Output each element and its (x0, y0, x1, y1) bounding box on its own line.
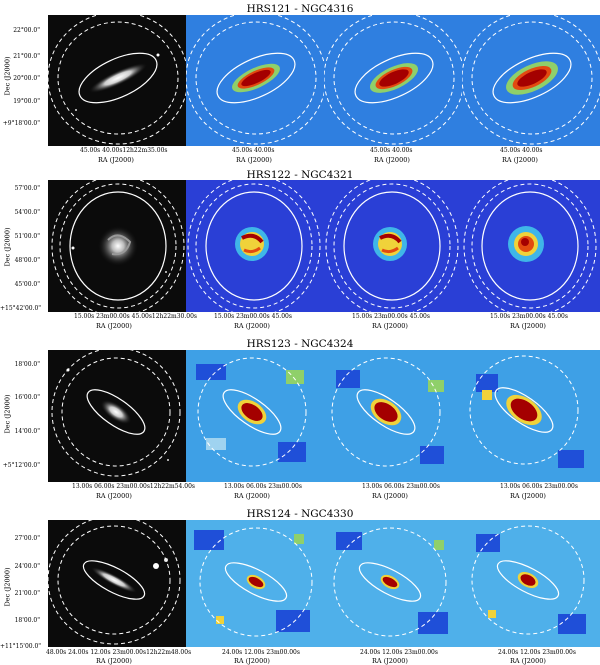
x-tick-labels: 15.00s 23m00.00s 45.00s (214, 313, 292, 320)
row-title: HRS124 - NGC4330 (246, 508, 354, 520)
x-tick-labels: 24.00s 12.00s 23m00.00s (222, 649, 300, 656)
y-tick: 54'00.0" (14, 209, 40, 216)
far-ir-map-panel (324, 350, 462, 482)
far-ir-map-panel (462, 15, 600, 146)
far-ir-map-panel (324, 180, 462, 312)
x-axis-label: RA (J2000) (96, 322, 132, 330)
x-axis-label: RA (J2000) (372, 322, 408, 330)
y-tick: +15°42'00.0" (0, 305, 42, 312)
x-axis-label: RA (J2000) (502, 156, 538, 164)
y-tick: +11°15'00.0" (0, 643, 42, 650)
x-tick-labels: 15.00s 23m00.00s 45.00s (352, 313, 430, 320)
y-tick: +9°18'00.0" (2, 120, 40, 127)
far-ir-map-panel (462, 520, 600, 647)
y-tick: 18'00.0" (14, 617, 40, 624)
x-axis-label: RA (J2000) (510, 322, 546, 330)
x-tick-labels: 45.00s 40.00s (370, 147, 413, 154)
x-tick-labels: 13.00s 06.00s 23m00.00s12h22m54.00s (72, 483, 195, 490)
y-tick: 21'00.0" (14, 590, 40, 597)
optical-image-panel (48, 520, 186, 647)
x-axis-label: RA (J2000) (236, 156, 272, 164)
far-ir-map-panel (324, 520, 462, 647)
x-axis-label: RA (J2000) (234, 657, 270, 665)
row-title: HRS123 - NGC4324 (246, 338, 354, 350)
far-ir-map-panel (186, 520, 324, 647)
y-tick: 57'00.0" (14, 185, 40, 192)
y-tick: 27'00.0" (14, 535, 40, 542)
far-ir-map-panel (462, 350, 600, 482)
x-tick-labels: 48.00s 24.00s 12.00s 23m00.00s12h22m48.0… (46, 649, 192, 656)
x-tick-labels: 13.00s 06.00s 23m00.00s (224, 483, 302, 490)
row-title: HRS121 - NGC4316 (246, 3, 354, 15)
x-tick-labels: 45.00s 40.00s (232, 147, 275, 154)
x-axis-label: RA (J2000) (234, 322, 270, 330)
optical-image-panel (48, 350, 186, 482)
far-ir-map-panel (186, 350, 324, 482)
x-axis-label: RA (J2000) (510, 492, 546, 500)
x-tick-labels: 15.00s 23m00.00s 45.00s12h22m30.00s (74, 313, 197, 320)
optical-image-panel (48, 15, 186, 146)
x-tick-labels: 45.00s 40.00s (500, 147, 543, 154)
x-axis-label: RA (J2000) (510, 657, 546, 665)
x-tick-labels: 24.00s 12.00s 23m00.00s (498, 649, 576, 656)
x-tick-labels: 45.00s 40.00s12h22m35.00s (80, 147, 168, 154)
x-axis-label: RA (J2000) (234, 492, 270, 500)
far-ir-map-panel (462, 180, 600, 312)
x-axis-label: RA (J2000) (96, 657, 132, 665)
far-ir-map-panel (186, 180, 324, 312)
y-axis-label: Dec (J2000) (3, 567, 12, 607)
x-axis-label: RA (J2000) (374, 156, 410, 164)
y-tick: 19°00.0" (13, 98, 40, 105)
y-tick: 16'00.0" (14, 394, 40, 401)
y-tick: 45'00.0" (14, 281, 40, 288)
row-title: HRS122 - NGC4321 (246, 169, 354, 181)
x-axis-label: RA (J2000) (372, 657, 408, 665)
x-tick-labels: 13.00s 06.00s 23m00.00s (362, 483, 440, 490)
far-ir-map-panel (324, 15, 462, 146)
y-tick: 14'00.0" (14, 428, 40, 435)
x-tick-labels: 13.00s 06.00s 23m00.00s (500, 483, 578, 490)
optical-image-panel (48, 180, 186, 312)
y-tick: 48'00.0" (14, 257, 40, 264)
y-tick: +5°12'00.0" (2, 462, 40, 469)
x-axis-label: RA (J2000) (98, 156, 134, 164)
far-ir-map-panel (186, 15, 324, 146)
y-tick: 51'00.0" (14, 233, 40, 240)
y-tick: 21°00.0" (13, 53, 40, 60)
y-tick: 22°00.0" (13, 27, 40, 34)
x-tick-labels: 24.00s 12.00s 23m00.00s (360, 649, 438, 656)
y-tick: 18'00.0" (14, 361, 40, 368)
x-tick-labels: 15.00s 23m00.00s 45.00s (490, 313, 568, 320)
y-tick: 20°00.0" (13, 75, 40, 82)
x-axis-label: RA (J2000) (372, 492, 408, 500)
y-tick: 24'00.0" (14, 563, 40, 570)
x-axis-label: RA (J2000) (96, 492, 132, 500)
